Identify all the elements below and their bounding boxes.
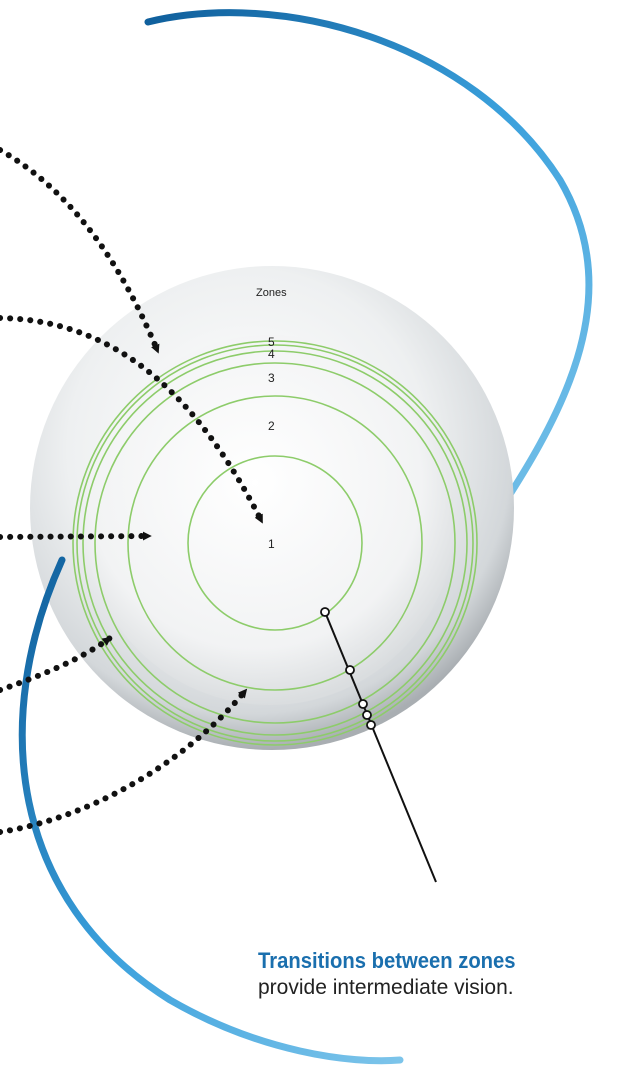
zone-label-3: 3: [268, 371, 275, 385]
transition-marker-1: [320, 607, 330, 617]
arrow-to-zone-4: [0, 687, 249, 835]
lower-haptic: [18, 556, 404, 1065]
transition-leader-line: [324, 611, 437, 883]
transition-markers: [320, 607, 376, 730]
arrow-to-zone-3: [0, 635, 113, 693]
zone-ring-4: [82, 350, 468, 736]
zone-label-5: 5: [268, 335, 275, 349]
zone-ring-1: [187, 455, 363, 631]
upper-haptic: [144, 9, 593, 532]
zone-ring-6: [72, 340, 478, 746]
zones-title: Zones: [256, 287, 287, 299]
zone-rings: [72, 340, 478, 746]
zone-ring-3: [94, 362, 456, 724]
zone-label-4: 4: [268, 347, 275, 361]
zone-ring-2: [127, 395, 423, 691]
zone-ring-5: [76, 344, 474, 742]
caption-body: provide intermediate vision.: [258, 976, 514, 999]
transition-marker-5: [366, 720, 376, 730]
caption-headline: Transitions between zones: [258, 948, 516, 973]
transition-marker-2: [345, 665, 355, 675]
zone-label-1: 1: [268, 537, 275, 551]
lens-optic: [85, 335, 455, 705]
zone-label-2: 2: [268, 419, 275, 433]
transition-marker-4: [362, 710, 372, 720]
transition-marker-3: [358, 699, 368, 709]
arrow-to-zone-5: [0, 147, 161, 355]
